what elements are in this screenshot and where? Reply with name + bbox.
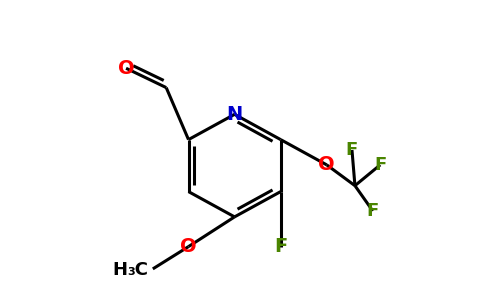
Text: ₃C: ₃C [128,261,149,279]
Text: O: O [180,237,197,256]
Text: F: F [374,156,386,174]
Text: O: O [318,155,335,174]
Text: F: F [274,237,287,256]
Text: O: O [118,59,135,78]
Text: H: H [113,261,128,279]
Text: N: N [227,105,242,124]
Text: F: F [367,202,379,220]
Text: F: F [346,141,358,159]
